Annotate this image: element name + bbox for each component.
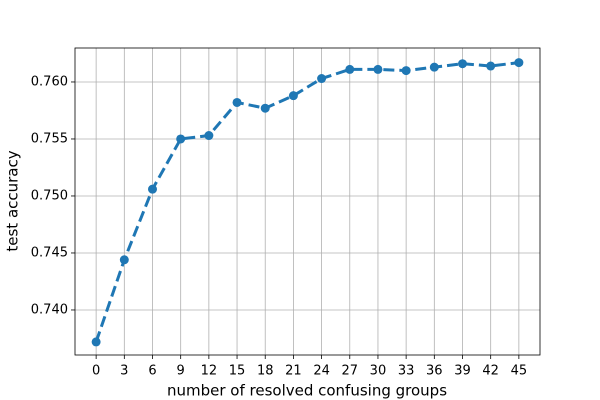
point xyxy=(148,184,157,194)
point xyxy=(232,97,242,107)
point xyxy=(260,103,270,113)
point xyxy=(514,58,524,68)
x-tick-label: 42 xyxy=(482,364,499,379)
y-tick-label: 0.750 xyxy=(31,188,68,203)
plot-frame xyxy=(74,47,541,356)
x-tick-label: 24 xyxy=(313,364,330,379)
y-tick-label: 0.760 xyxy=(31,74,68,89)
x-tick-label: 18 xyxy=(257,364,274,379)
point xyxy=(119,255,129,265)
x-tick-label: 39 xyxy=(454,364,471,379)
x-tick-label: 21 xyxy=(285,364,302,379)
x-tick-label: 27 xyxy=(341,364,358,379)
point xyxy=(373,64,383,74)
y-tick-label: 0.745 xyxy=(31,245,68,260)
point xyxy=(401,66,411,76)
x-tick-label: 12 xyxy=(201,364,218,379)
point xyxy=(91,337,101,347)
x-tick-label: 36 xyxy=(426,364,443,379)
point xyxy=(204,131,214,141)
x-tick-label: 33 xyxy=(398,364,415,379)
point xyxy=(429,62,439,72)
x-tick-label: 9 xyxy=(177,364,185,379)
point xyxy=(345,64,355,74)
x-tick-label: 15 xyxy=(229,364,246,379)
x-tick-label: 3 xyxy=(120,364,128,379)
point xyxy=(176,134,186,144)
point xyxy=(288,91,298,101)
point xyxy=(458,59,467,69)
y-axis-label: test accuracy xyxy=(4,150,22,251)
point xyxy=(486,61,496,71)
x-tick-label: 45 xyxy=(511,364,528,379)
line xyxy=(94,61,520,343)
x-axis-label: number of resolved confusing groups xyxy=(167,382,447,400)
x-tick-label: 0 xyxy=(92,364,100,379)
y-tick-label: 0.755 xyxy=(31,131,68,146)
x-tick-label: 30 xyxy=(370,364,387,379)
point xyxy=(317,74,327,84)
y-tick-label: 0.740 xyxy=(31,302,68,317)
x-tick-label: 6 xyxy=(148,364,156,379)
